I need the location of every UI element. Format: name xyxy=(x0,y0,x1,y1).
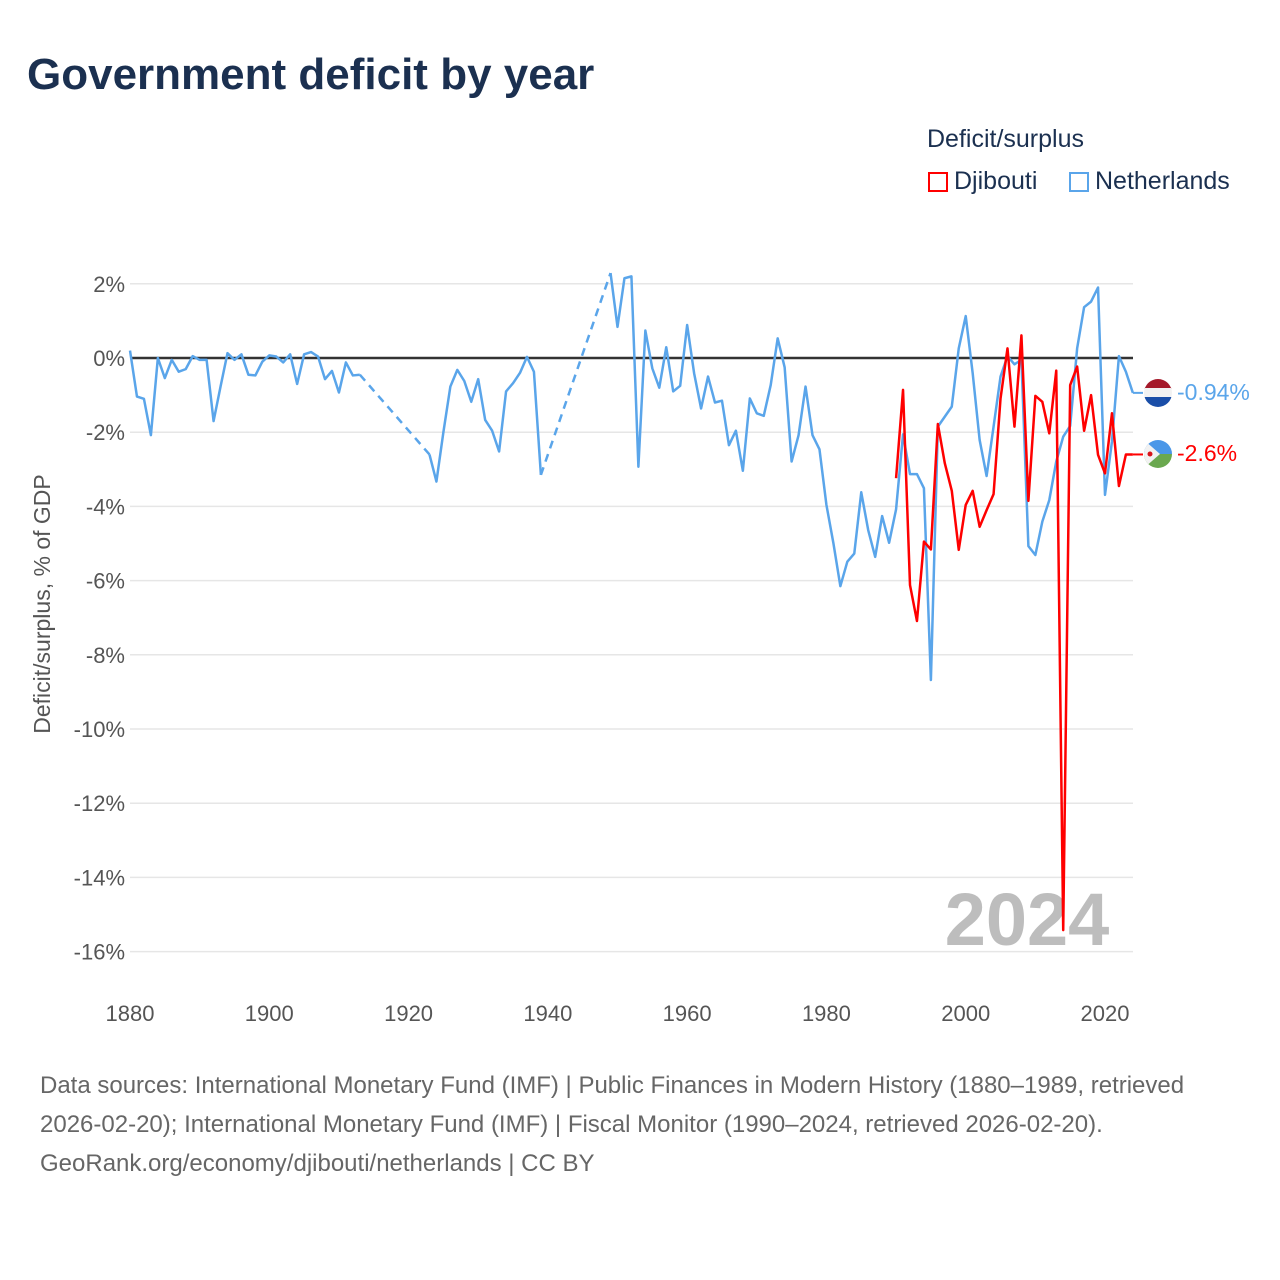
legend-item-netherlands[interactable]: Netherlands xyxy=(1069,167,1230,196)
x-tick-label: 1980 xyxy=(802,1001,851,1026)
netherlands-end-label: -0.94% xyxy=(1177,379,1250,405)
series-line xyxy=(128,350,360,437)
series-gap-line xyxy=(539,272,612,476)
footer: Data sources: International Monetary Fun… xyxy=(40,1066,1240,1183)
y-tick-label: -16% xyxy=(74,940,125,965)
y-tick-label: 2% xyxy=(93,272,125,297)
legend-title: Deficit/surplus xyxy=(927,125,1084,153)
legend-label: Netherlands xyxy=(1095,167,1230,195)
x-tick-label: 1880 xyxy=(106,1001,155,1026)
chart-title: Government deficit by year xyxy=(27,50,595,99)
x-tick-label: 2000 xyxy=(941,1001,990,1026)
series-line xyxy=(428,355,543,483)
data-sources: Data sources: International Monetary Fun… xyxy=(40,1072,1185,1138)
y-tick-label: -14% xyxy=(74,865,125,890)
series-line xyxy=(894,334,1133,932)
series-gap-line xyxy=(358,373,431,456)
legend-swatch-djibouti xyxy=(928,171,948,192)
series-line xyxy=(609,272,1135,682)
y-tick-label: -2% xyxy=(86,420,125,445)
series-djibouti xyxy=(894,334,1143,932)
djibouti-end-label: -2.6% xyxy=(1177,440,1237,466)
credit-link[interactable]: GeoRank.org/economy/djibouti/netherlands… xyxy=(40,1150,595,1177)
x-tick-label: 1960 xyxy=(663,1001,712,1026)
legend-swatch-netherlands xyxy=(1069,171,1089,192)
legend-label: Djibouti xyxy=(954,167,1038,195)
netherlands-flag-icon xyxy=(1144,379,1172,407)
y-axis-label: Deficit/surplus, % of GDP xyxy=(29,474,55,733)
djibouti-flag-icon xyxy=(1144,440,1172,468)
line-chart: 2% 0% -2% -4% -6% -8% -10% -12% -14% -16% 1880 1900… xyxy=(29,272,1250,1026)
year-watermark: 2024 xyxy=(945,878,1110,961)
x-tick-label: 2020 xyxy=(1081,1001,1130,1026)
y-tick-label: -4% xyxy=(86,494,125,519)
legend-item-djibouti[interactable]: Djibouti xyxy=(928,167,1037,196)
y-tick-label: -6% xyxy=(86,569,125,594)
x-tick-label: 1900 xyxy=(245,1001,294,1026)
y-tick-label: -12% xyxy=(74,791,125,816)
series-netherlands xyxy=(128,272,1143,682)
y-tick-label: 0% xyxy=(93,346,125,371)
y-tick-label: -8% xyxy=(86,643,125,668)
y-tick-label: -10% xyxy=(74,717,125,742)
x-tick-label: 1920 xyxy=(384,1001,433,1026)
x-tick-label: 1940 xyxy=(523,1001,572,1026)
